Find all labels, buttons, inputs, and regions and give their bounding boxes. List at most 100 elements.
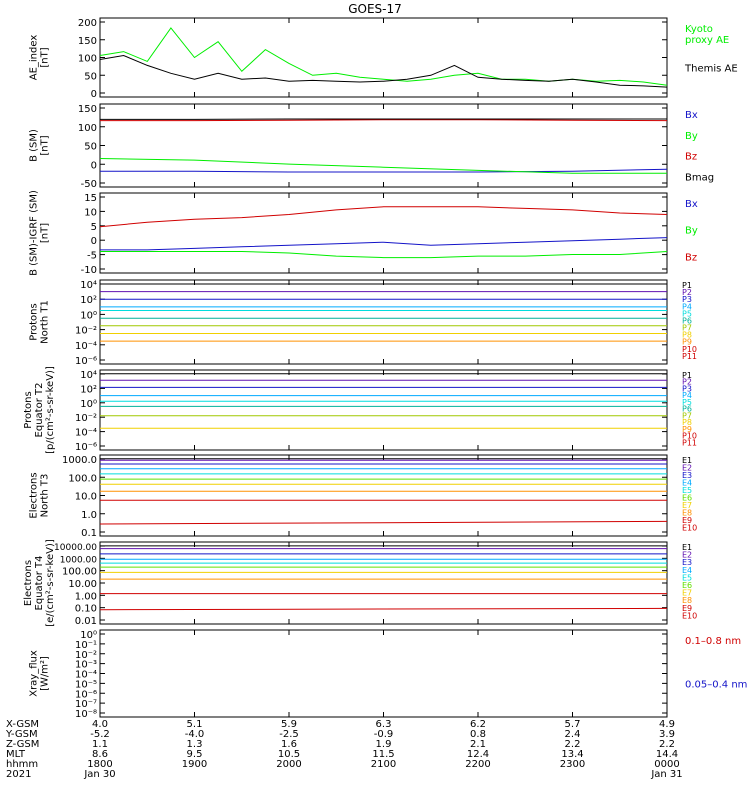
x-row-value: -4.0 — [185, 729, 205, 740]
legend-entry: E1 — [682, 543, 692, 552]
legend-entry: E4 — [682, 479, 692, 488]
x-row-value: 2.2 — [659, 739, 675, 750]
x-row-label: 2021 — [6, 769, 31, 780]
panel-frame — [99, 629, 668, 718]
y-axis-label-line: AE_index — [29, 35, 40, 81]
y-axis-label-line: [nT] — [40, 47, 51, 67]
legend-entry: Themis AE — [684, 64, 738, 75]
x-row-value: 0000 — [654, 759, 679, 770]
legend-entry: E9 — [682, 516, 692, 525]
series-line-bz — [100, 119, 668, 122]
panel-4: 10⁴ 10² 10⁰ 10⁻² 10⁻⁴ 10⁻⁶ Protons Equator T2 [p… — [23, 366, 697, 454]
legend-entry: E1 — [682, 456, 692, 465]
y-tick-label: -5 — [87, 251, 97, 262]
x-row-value: 2000 — [276, 759, 301, 770]
y-tick-label: 0 — [91, 89, 97, 100]
legend-entry: E8 — [682, 596, 692, 605]
legend-entry: P9 — [682, 425, 692, 434]
x-row-value: -0.9 — [374, 729, 394, 740]
x-row-value: 9.5 — [187, 749, 203, 760]
legend-entry: E5 — [682, 573, 692, 582]
y-axis-label-line: [nT] — [40, 135, 51, 155]
y-axis-label: B (SM)-IGRF (SM) [nT] — [29, 190, 51, 276]
y-tick-label: 10⁻⁵ — [75, 679, 97, 690]
x-row-value: 6.3 — [376, 719, 392, 730]
panel-frame — [99, 369, 668, 451]
legend-entry: P3 — [682, 295, 692, 304]
y-tick-label: 10⁰ — [80, 399, 97, 410]
y-tick-label: 50 — [84, 142, 97, 153]
legend-entry: P10 — [682, 345, 697, 354]
y-axis-label: Electrons Equator T4 [e/(cm²-s-sr-keV)] — [23, 539, 56, 627]
legend-entry: P10 — [682, 432, 697, 441]
y-tick-label: 1000.0 — [62, 455, 97, 466]
y-tick-label: 5 — [91, 222, 97, 233]
y-tick-label: 10⁻² — [75, 650, 97, 661]
y-tick-label: 150 — [78, 104, 97, 115]
y-axis-label: Electrons North T3 — [29, 472, 51, 518]
y-axis-label-line: [W/m²] — [40, 656, 51, 691]
y-tick-label: 0 — [91, 160, 97, 171]
legend-entry: P2 — [682, 288, 692, 297]
y-axis-label: B (SM) [nT] — [29, 129, 51, 162]
x-row-label: hhmm — [6, 759, 38, 770]
legend-entry: E3 — [682, 558, 692, 567]
y-axis-label-line: Protons — [23, 391, 34, 428]
y-tick-label: 10⁻³ — [75, 660, 97, 671]
y-tick-label: 50 — [84, 71, 97, 82]
y-tick-label: 0.10 — [75, 604, 97, 615]
x-row-label: Z-GSM — [6, 739, 39, 750]
y-tick-label: 10⁰ — [80, 630, 97, 641]
y-tick-label: 0.01 — [75, 616, 97, 627]
legend-entry: E9 — [682, 604, 692, 613]
y-tick-label: 100 — [78, 123, 97, 134]
legend-entry: P5 — [682, 309, 692, 318]
legend-entry: Bz — [685, 152, 697, 163]
legend-entry: Bx — [685, 199, 698, 210]
panel-frame — [99, 17, 668, 98]
y-tick-label: 0 — [91, 236, 97, 247]
y-tick-label: 10⁻⁶ — [75, 689, 97, 700]
x-row-value: 2.4 — [565, 729, 581, 740]
y-tick-label: 10.00 — [68, 579, 97, 590]
x-row-value: 13.4 — [561, 749, 583, 760]
series-line-e10 — [99, 607, 668, 611]
x-row-label: Y-GSM — [5, 729, 38, 740]
x-row-value: Jan 31 — [650, 769, 682, 780]
panel-3: 10⁴ 10² 10⁰ 10⁻² 10⁻⁴ 10⁻⁶ Protons North T1 P1P2… — [29, 279, 697, 367]
legend-entry: P1 — [682, 371, 692, 380]
series-line-by — [99, 158, 667, 174]
x-row-value: 12.4 — [467, 749, 489, 760]
y-axis-label-line: North T3 — [40, 474, 51, 518]
y-axis-label-line: Xray_flux — [29, 650, 40, 697]
legend-entry: E7 — [682, 589, 692, 598]
y-tick-label: 10000.00 — [54, 543, 97, 553]
x-row-value: -5.2 — [90, 729, 110, 740]
legend-entry: E3 — [682, 471, 692, 480]
x-row-value: -2.5 — [279, 729, 299, 740]
x-row-value: 4.0 — [92, 719, 108, 730]
legend-entry: Kyoto — [685, 24, 713, 35]
y-tick-label: 100.0 — [68, 473, 97, 484]
y-axis-label: AE_index [nT] — [29, 35, 51, 81]
y-tick-label: 150 — [78, 36, 97, 47]
y-tick-label: 10⁰ — [80, 310, 97, 321]
legend-entry: P5 — [682, 398, 692, 407]
x-row-value: 5.7 — [565, 719, 581, 730]
legend-entry: 0.1–0.8 nm — [685, 636, 741, 647]
legend-entry: P4 — [682, 302, 692, 311]
series-line-bz — [99, 206, 668, 228]
legend-entry: E10 — [682, 524, 697, 533]
legend-entry: E10 — [682, 611, 697, 620]
x-row-value: 1.3 — [187, 739, 203, 750]
legend-entry: E4 — [682, 566, 692, 575]
y-tick-label: 10⁻⁸ — [75, 709, 97, 720]
y-tick-label: 10⁻⁴ — [75, 428, 97, 439]
legend-entry: E5 — [682, 486, 692, 495]
y-axis-label-line: [e/(cm²-s-sr-keV)] — [45, 539, 56, 627]
legend-entry: Bz — [685, 252, 697, 263]
y-axis-label-line: [p/(cm²-s-sr-keV)] — [45, 366, 56, 454]
y-axis-label-line: B (SM) — [29, 129, 40, 162]
legend-entry: 0.05–0.4 nm — [685, 680, 747, 691]
